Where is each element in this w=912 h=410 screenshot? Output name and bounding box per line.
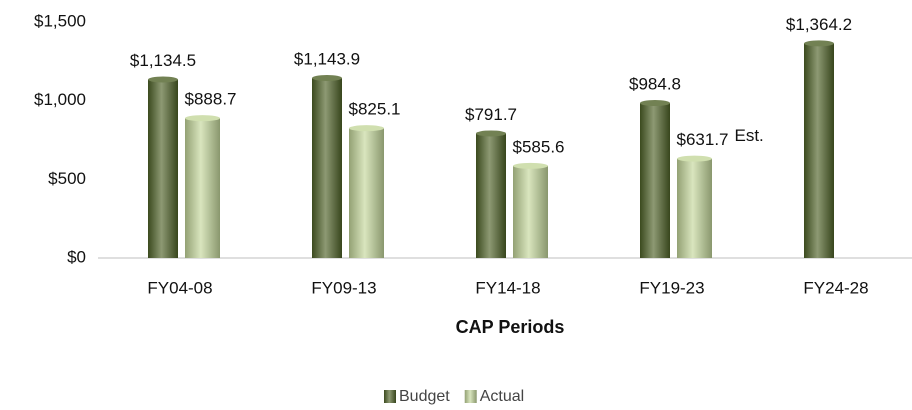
bar xyxy=(312,78,342,258)
bar-cap xyxy=(312,75,342,82)
data-label: $631.7 xyxy=(677,130,729,149)
bar-cap xyxy=(185,115,220,122)
x-axis-title: CAP Periods xyxy=(456,317,565,337)
bar xyxy=(185,118,220,259)
bar-cap xyxy=(476,130,506,137)
y-tick-label: $1,500 xyxy=(34,11,86,30)
legend-swatch xyxy=(384,390,396,403)
bar-cap xyxy=(349,125,384,132)
bar xyxy=(677,158,712,258)
bar xyxy=(513,165,548,258)
bar xyxy=(349,128,384,258)
data-label: $1,134.5 xyxy=(130,51,196,70)
x-tick-label: FY19-23 xyxy=(639,278,704,297)
x-tick-label: FY09-13 xyxy=(311,278,376,297)
legend-swatch xyxy=(464,390,477,403)
y-tick-label: $500 xyxy=(48,169,86,188)
annotation: Est. xyxy=(735,126,764,145)
bar xyxy=(640,103,670,258)
bar xyxy=(148,79,178,258)
bar-cap xyxy=(513,162,548,169)
data-label: $984.8 xyxy=(629,75,681,94)
bar-cap xyxy=(804,40,834,47)
bar-cap xyxy=(148,76,178,83)
bar xyxy=(804,43,834,258)
y-tick-label: $1,000 xyxy=(34,90,86,109)
x-tick-label: FY14-18 xyxy=(475,278,540,297)
data-label: $825.1 xyxy=(349,100,401,119)
bar-cap xyxy=(640,100,670,107)
data-label: $1,364.2 xyxy=(786,15,852,34)
legend-text: Actual xyxy=(480,388,524,405)
data-label: $888.7 xyxy=(185,90,237,109)
x-tick-label: FY04-08 xyxy=(147,278,212,297)
bar xyxy=(476,133,506,258)
data-label: $1,143.9 xyxy=(294,50,360,69)
data-label: $791.7 xyxy=(465,105,517,124)
data-label: $585.6 xyxy=(513,137,565,156)
bar-cap xyxy=(677,155,712,162)
legend-text: Budget xyxy=(399,388,450,405)
x-tick-label: FY24-28 xyxy=(803,278,868,297)
y-tick-label: $0 xyxy=(67,247,86,266)
